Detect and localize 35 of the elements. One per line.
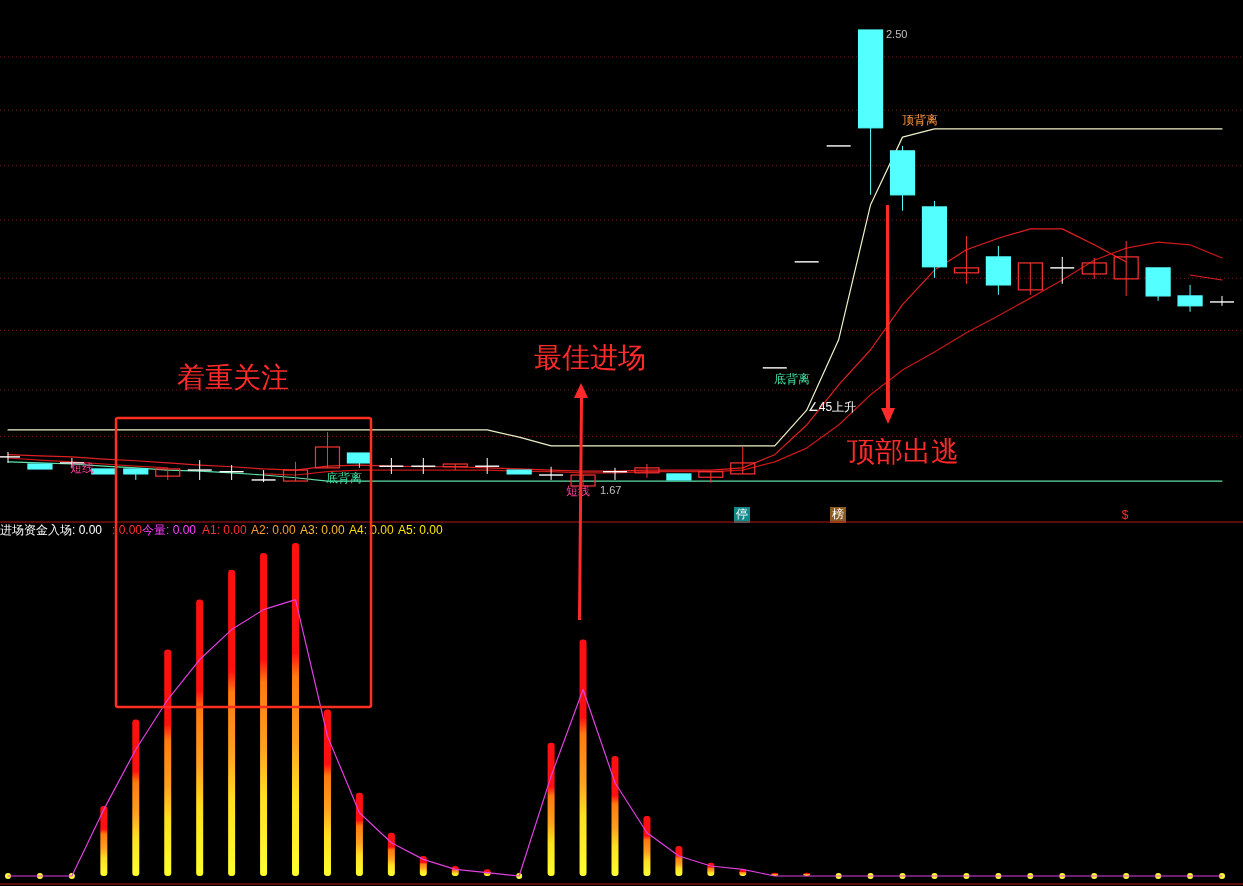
annotation: 2.50 <box>886 27 908 40</box>
annotation: 着重关注 <box>177 362 289 394</box>
annotation: 顶部出逃 <box>847 436 959 468</box>
bar <box>196 599 204 876</box>
text: 停 <box>736 507 748 522</box>
bar <box>387 832 395 876</box>
bar <box>260 552 268 876</box>
bar <box>164 649 172 876</box>
bar <box>323 709 331 876</box>
text: A2: 0.00 <box>251 523 297 538</box>
annotation: 顶背离 <box>902 113 938 128</box>
text: 榜 <box>832 507 844 522</box>
text: A5: 0.00 <box>398 523 444 538</box>
text: 资金入场: 0.00 <box>24 523 103 538</box>
annotation: 1.67 <box>600 483 622 496</box>
bar <box>292 543 300 876</box>
bar <box>547 742 555 876</box>
text: $ <box>1121 508 1129 523</box>
bar <box>611 756 619 876</box>
text: : 0.00 <box>112 523 143 538</box>
bar <box>228 569 236 876</box>
text: A3: 0.00 <box>300 523 346 538</box>
bar <box>579 639 587 876</box>
text: A1: 0.00 <box>202 523 248 538</box>
text: 今量: 0.00 <box>142 523 197 538</box>
annotation: 最佳进场 <box>534 342 646 374</box>
annotation: 底背离 <box>774 372 810 387</box>
bar <box>419 856 427 876</box>
bar <box>643 816 651 876</box>
annotation: 短线 <box>70 461 94 476</box>
bar <box>355 792 363 876</box>
text: 进场 <box>0 523 24 538</box>
bar <box>100 806 108 876</box>
bar <box>132 719 140 876</box>
bar <box>675 846 683 876</box>
